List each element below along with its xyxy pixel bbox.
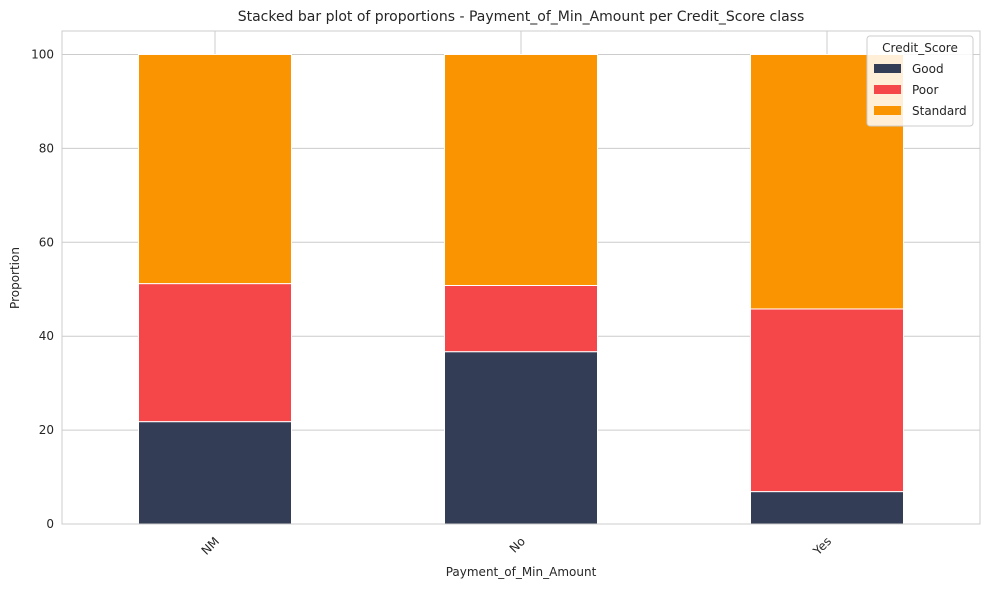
- legend-swatch-poor: [874, 85, 901, 94]
- bar-good-no: [444, 351, 598, 525]
- legend-swatch-good: [874, 64, 901, 73]
- plot-frame: [61, 30, 981, 525]
- x-axis-label: Payment_of_Min_Amount: [446, 565, 597, 579]
- y-tick-labels: 0 20 40 60 80 100: [31, 47, 54, 531]
- bar-good-yes: [750, 491, 904, 525]
- x-tick-label: NM: [199, 534, 223, 558]
- x-tick-labels: NM No Yes: [199, 534, 835, 558]
- y-tick-label: 0: [46, 517, 54, 531]
- y-tick-label: 20: [39, 423, 54, 437]
- legend-items: Good Poor Standard: [874, 62, 967, 118]
- legend-swatch-standard: [874, 106, 901, 115]
- bar-poor-yes: [750, 308, 904, 493]
- bar-poor-nm: [138, 283, 292, 423]
- y-tick-label: 100: [31, 47, 54, 61]
- y-tick-label: 40: [39, 329, 54, 343]
- x-tick-label: No: [507, 534, 528, 555]
- chart-title: Stacked bar plot of proportions - Paymen…: [238, 9, 805, 25]
- legend: Credit_Score Good Poor Standard: [866, 35, 974, 127]
- legend-label-poor: Poor: [912, 83, 938, 97]
- legend-title: Credit_Score: [882, 41, 958, 55]
- legend-label-standard: Standard: [912, 104, 967, 118]
- x-tick-label: Yes: [810, 534, 834, 558]
- legend-label-good: Good: [912, 62, 944, 76]
- y-tick-label: 60: [39, 235, 54, 249]
- y-axis-label: Proportion: [8, 247, 22, 309]
- bar-standard-no: [444, 53, 598, 286]
- bars: [138, 53, 904, 525]
- bar-good-nm: [138, 421, 292, 525]
- legend-box: [866, 35, 974, 127]
- y-tick-label: 80: [39, 141, 54, 155]
- bar-standard-nm: [138, 53, 292, 285]
- bar-poor-no: [444, 284, 598, 353]
